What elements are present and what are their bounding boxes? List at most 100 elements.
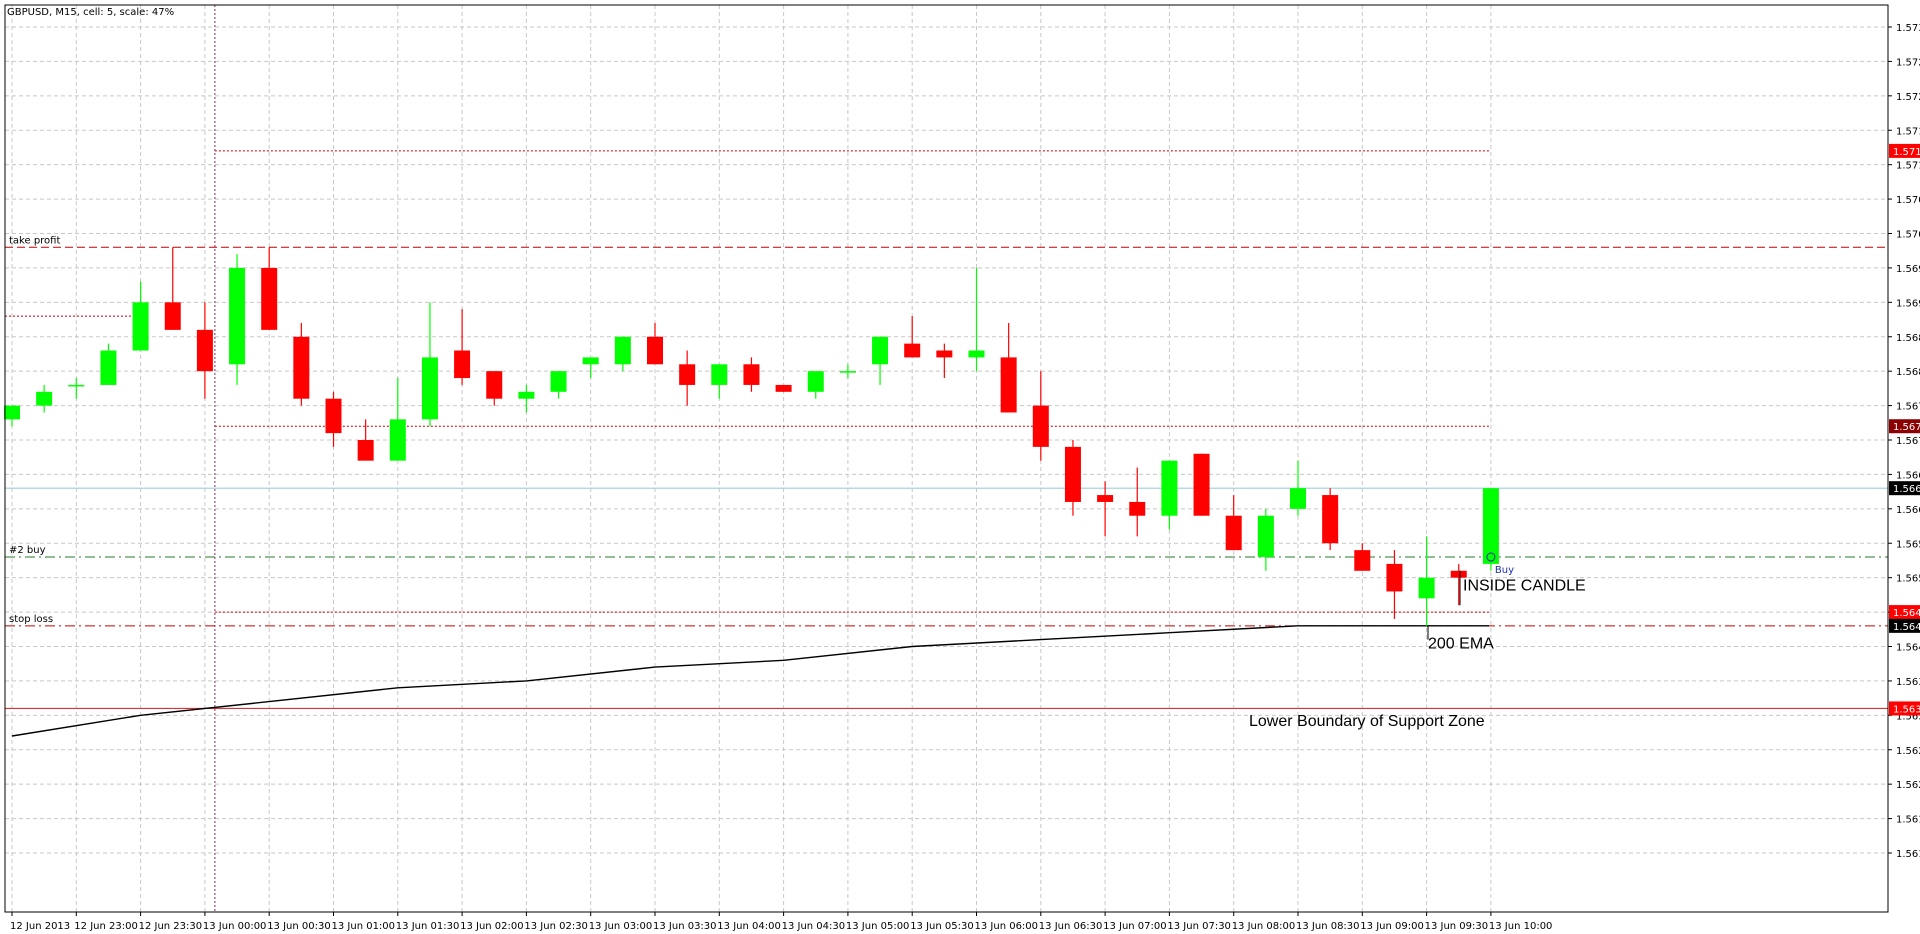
candle-body: [839, 371, 856, 373]
price-tag-label: 1.5631: [1893, 704, 1920, 715]
bear-candle: [1450, 563, 1467, 606]
candle-body: [4, 405, 20, 420]
bull-candle: [68, 378, 85, 399]
bull-candle: [872, 336, 889, 385]
x-tick-label: 13 Jun 03:30: [653, 921, 717, 932]
price-tag: 1.5645: [1889, 605, 1920, 620]
candle-body: [1482, 488, 1499, 564]
price-tag: 1.5672: [1889, 419, 1920, 434]
bear-candle: [679, 350, 696, 406]
candle-body: [1000, 357, 1017, 413]
candle-body: [1322, 495, 1339, 544]
y-tick-label: 1.5685: [1896, 333, 1920, 344]
y-tick-label: 1.5625: [1896, 746, 1920, 757]
bull-candle: [582, 357, 599, 379]
candle-body: [421, 357, 438, 420]
y-tick-label: 1.5660: [1896, 505, 1920, 516]
price-tag: 1.5663: [1889, 481, 1920, 496]
y-tick-label: 1.5720: [1896, 92, 1920, 103]
grid: [5, 5, 1888, 912]
plot-frame: [4, 4, 1889, 913]
bear-candle: [1193, 453, 1210, 516]
take-profit-label: take profit: [9, 235, 60, 246]
bear-candle: [486, 371, 503, 406]
candle-body: [132, 302, 149, 351]
x-tick-label: 13 Jun 06:00: [975, 921, 1039, 932]
bull-candle: [421, 302, 438, 427]
y-tick-label: 1.5725: [1896, 57, 1920, 68]
y-tick-label: 1.5695: [1896, 264, 1920, 275]
price-tag-bg: [1889, 605, 1920, 620]
bull-candle: [711, 364, 728, 399]
candle-body: [196, 329, 213, 372]
price-tag-bg: [1889, 143, 1920, 158]
bull-candle: [807, 371, 824, 399]
x-tick-label: 13 Jun 05:00: [846, 921, 910, 932]
x-tick-label: 13 Jun 02:30: [524, 921, 588, 932]
candle-body: [1418, 577, 1435, 599]
candle-body: [1129, 501, 1146, 516]
candle-body: [357, 440, 374, 461]
x-tick-label: 13 Jun 01:30: [396, 921, 460, 932]
bull-candle: [4, 405, 20, 427]
candle-body: [872, 336, 889, 365]
level-lines: take profit #2 buy stop loss: [5, 150, 1888, 710]
candle-body: [807, 371, 824, 392]
price-tag-label: 1.5712: [1893, 147, 1920, 158]
price-tag-label: 1.5645: [1893, 608, 1920, 619]
candle-body: [389, 419, 406, 461]
bull-candle: [550, 371, 567, 399]
candle-body: [325, 398, 342, 434]
bear-candle: [904, 316, 921, 358]
bull-candle: [614, 336, 631, 372]
x-tick-label: 13 Jun 00:30: [267, 921, 331, 932]
price-tag-bg: [1889, 701, 1920, 716]
bull-candle: [1161, 460, 1178, 530]
candle-body: [614, 336, 631, 365]
x-tick-label: 13 Jun 09:00: [1360, 921, 1424, 932]
inside-candle-annotation: INSIDE CANDLE: [1463, 577, 1586, 594]
bear-candle: [164, 247, 181, 330]
candle-body: [647, 336, 663, 365]
bear-candle: [647, 322, 663, 365]
bear-candle: [1064, 440, 1081, 516]
candle-body: [1097, 495, 1114, 502]
buy-level-label: #2 buy: [9, 545, 46, 556]
x-tick-label: 13 Jun 07:30: [1167, 921, 1231, 932]
ema-line: [11, 625, 1489, 737]
bear-candle: [775, 384, 792, 392]
candle-body: [36, 391, 53, 406]
bull-candle: [132, 281, 149, 351]
candle-body: [454, 350, 471, 379]
candle-body: [743, 364, 760, 385]
bull-candle: [1257, 508, 1274, 571]
y-tick-label: 1.5680: [1896, 367, 1920, 378]
price-tag-bg: [1889, 481, 1920, 496]
candle-body: [1032, 405, 1049, 447]
y-tick-label: 1.5650: [1896, 574, 1920, 585]
bull-candle: [1290, 460, 1306, 516]
candle-body: [711, 364, 728, 385]
x-tick-label: 13 Jun 04:30: [782, 921, 846, 932]
x-tick-label: 13 Jun 03:00: [589, 921, 653, 932]
price-tag: 1.5643: [1889, 618, 1920, 633]
candle-body: [100, 350, 117, 385]
candle-body: [261, 267, 278, 330]
candle-body: [293, 336, 310, 399]
x-tick-label: 13 Jun 08:00: [1232, 921, 1296, 932]
bull-candle: [1418, 536, 1435, 626]
y-tick-label: 1.5675: [1896, 402, 1920, 413]
x-tick-label: 13 Jun 07:00: [1103, 921, 1167, 932]
y-tick-label: 1.5630: [1896, 711, 1920, 722]
support-annotation: Lower Boundary of Support Zone: [1249, 713, 1485, 730]
x-tick-label: 13 Jun 00:00: [203, 921, 267, 932]
price-tag: 1.5631: [1889, 701, 1920, 716]
bull-candle: [518, 384, 535, 413]
ema-200-line: [11, 625, 1489, 737]
y-tick-label: 1.5620: [1896, 780, 1920, 791]
x-tick-label: 13 Jun 04:00: [717, 921, 781, 932]
annotations: INSIDE CANDLE 200 EMA Lower Boundary of Su…: [1249, 552, 1586, 730]
bear-candle: [357, 419, 374, 461]
